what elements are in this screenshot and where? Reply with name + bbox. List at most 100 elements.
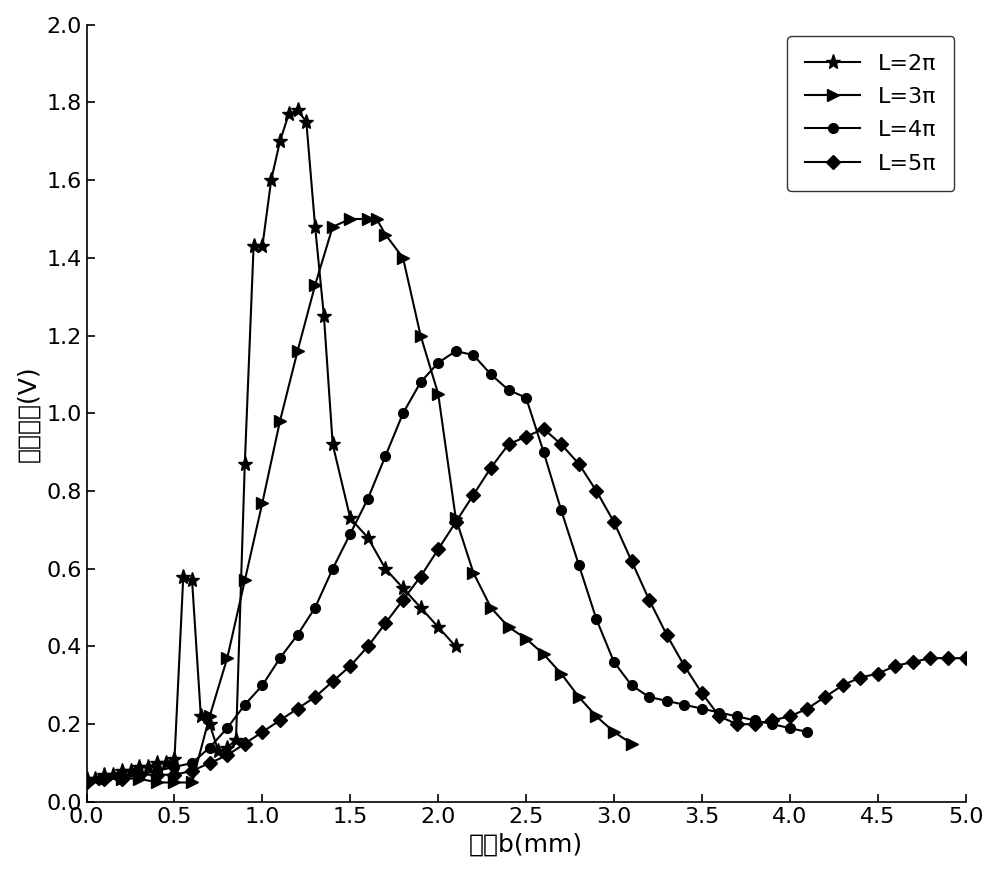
L=2π <box>98 769 110 780</box>
L=4π <box>503 385 515 395</box>
L=3π <box>204 711 216 722</box>
L=2π <box>107 769 119 780</box>
L=4π <box>608 656 620 667</box>
Line: L=3π: L=3π <box>80 213 638 788</box>
L=5π <box>344 661 356 671</box>
L=3π <box>503 622 515 632</box>
L=4π <box>221 723 233 733</box>
L=3π <box>371 214 383 224</box>
L=4π <box>256 680 268 691</box>
L=4π <box>168 762 180 773</box>
L=3π <box>168 777 180 787</box>
L=4π <box>784 723 796 733</box>
L=2π <box>344 513 356 524</box>
L=2π <box>221 742 233 753</box>
L=4π <box>379 450 391 461</box>
L=2π <box>415 602 427 613</box>
L=2π <box>212 746 224 757</box>
L=4π <box>344 528 356 539</box>
L=2π <box>160 758 172 768</box>
L=4π <box>432 358 444 368</box>
L=4π <box>626 680 638 691</box>
Legend: L=2π, L=3π, L=4π, L=5π: L=2π, L=3π, L=4π, L=5π <box>787 36 954 191</box>
L=4π <box>151 766 163 776</box>
L=3π <box>590 711 602 722</box>
L=4π <box>309 602 321 613</box>
X-axis label: 短轴b(mm): 短轴b(mm) <box>469 832 583 856</box>
L=3π <box>415 330 427 340</box>
L=3π <box>608 726 620 737</box>
L=3π <box>573 691 585 702</box>
L=2π <box>256 241 268 251</box>
L=3π <box>151 777 163 787</box>
L=3π <box>555 669 567 679</box>
L=2π <box>292 105 304 115</box>
L=2π <box>379 563 391 574</box>
L=3π <box>467 567 479 578</box>
L=4π <box>98 773 110 784</box>
L=3π <box>450 513 462 524</box>
L=2π <box>204 719 216 730</box>
L=2π <box>274 136 286 147</box>
L=3π <box>256 498 268 508</box>
L=4π <box>520 393 532 403</box>
L=2π <box>309 222 321 232</box>
L=2π <box>362 533 374 543</box>
L=4π <box>661 696 673 706</box>
L=2π <box>168 754 180 765</box>
L=5π <box>731 719 743 730</box>
L=4π <box>116 769 128 780</box>
L=3π <box>432 388 444 399</box>
L=3π <box>221 653 233 663</box>
L=4π <box>204 742 216 753</box>
L=2π <box>151 758 163 768</box>
L=4π <box>362 493 374 504</box>
L=4π <box>731 711 743 722</box>
L=5π <box>678 661 690 671</box>
L=4π <box>538 447 550 457</box>
L=2π <box>397 583 409 594</box>
L=3π <box>327 222 339 232</box>
L=2π <box>318 311 330 321</box>
L=2π <box>239 458 251 469</box>
L=2π <box>450 642 462 652</box>
L=4π <box>415 377 427 388</box>
L=3π <box>186 777 198 787</box>
L=2π <box>283 109 295 120</box>
L=3π <box>362 214 374 224</box>
L=4π <box>292 629 304 640</box>
L=5π <box>362 642 374 652</box>
Line: L=4π: L=4π <box>82 347 812 787</box>
L=2π <box>230 734 242 745</box>
L=4π <box>133 769 145 780</box>
L=4π <box>696 704 708 714</box>
L=2π <box>142 762 154 773</box>
Line: L=2π: L=2π <box>79 102 463 787</box>
L=2π <box>248 241 260 251</box>
L=2π <box>327 439 339 450</box>
L=4π <box>274 653 286 663</box>
L=3π <box>520 634 532 644</box>
L=3π <box>626 739 638 749</box>
L=4π <box>573 560 585 570</box>
L=4π <box>239 699 251 710</box>
L=2π <box>186 575 198 586</box>
L=4π <box>450 346 462 356</box>
Line: L=5π: L=5π <box>82 424 970 787</box>
L=3π <box>274 416 286 426</box>
Y-axis label: 输出电压(V): 输出电压(V) <box>17 365 41 462</box>
L=2π <box>116 766 128 776</box>
L=4π <box>81 777 93 787</box>
L=2π <box>133 762 145 773</box>
L=3π <box>81 777 93 787</box>
L=3π <box>292 346 304 356</box>
L=5π <box>960 653 972 663</box>
L=2π <box>177 571 189 581</box>
L=3π <box>538 649 550 659</box>
L=2π <box>195 711 207 722</box>
L=4π <box>467 350 479 361</box>
L=3π <box>133 773 145 784</box>
L=4π <box>749 715 761 725</box>
L=2π <box>81 773 93 784</box>
L=3π <box>379 230 391 240</box>
